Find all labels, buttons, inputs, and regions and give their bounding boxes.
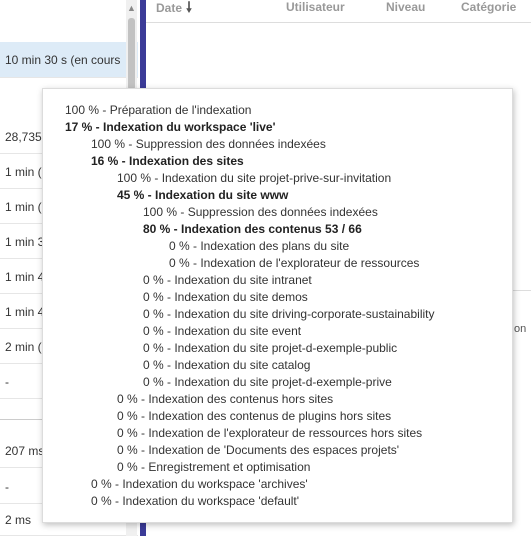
progress-line: 0 % - Indexation du site catalog: [143, 358, 311, 372]
progress-line: 100 % - Suppression des données indexées: [143, 205, 378, 219]
scroll-up-arrow-icon[interactable]: ▲: [127, 3, 136, 13]
progress-line: 0 % - Indexation du site demos: [143, 290, 308, 304]
progress-line: 100 % - Indexation du site projet-prive-…: [117, 171, 392, 185]
progress-line: 45 % - Indexation du site www: [117, 188, 289, 202]
progress-line: 0 % - Indexation du workspace 'archives': [91, 477, 308, 491]
row-divider: [510, 290, 531, 291]
scrollbar-thumb[interactable]: [128, 18, 135, 90]
column-header-niveau[interactable]: Niveau: [386, 0, 426, 14]
progress-line: 0 % - Indexation de 'Documents des espac…: [117, 443, 400, 457]
progress-line: 0 % - Indexation des contenus hors sites: [117, 392, 334, 406]
log-grid-header: Date 🠗 Utilisateur Niveau Catégorie: [146, 0, 531, 23]
duration-cell[interactable]: 10 min 30 s (en cours: [0, 42, 138, 78]
sort-descending-icon[interactable]: 🠗: [186, 0, 193, 15]
progress-line: 0 % - Indexation des contenus de plugins…: [117, 409, 392, 423]
progress-line: 0 % - Indexation du site projet-d-exempl…: [143, 341, 398, 355]
progress-line: 100 % - Préparation de l'indexation: [65, 103, 252, 117]
progress-line: 100 % - Suppression des données indexées: [91, 137, 326, 151]
progress-line: 17 % - Indexation du workspace 'live': [65, 120, 276, 134]
column-header-categorie[interactable]: Catégorie: [461, 0, 517, 14]
progress-line: 0 % - Indexation du site event: [143, 324, 302, 338]
progress-line: 80 % - Indexation des contenus 53 / 66: [143, 222, 362, 236]
progress-line: 0 % - Indexation du site driving-corpora…: [143, 307, 435, 321]
progress-line: 0 % - Indexation des plans du site: [169, 239, 350, 253]
progress-line: 0 % - Indexation du site intranet: [143, 273, 312, 287]
column-header-date[interactable]: Date 🠗: [156, 0, 192, 22]
progress-line: 0 % - Indexation du site projet-d-exempl…: [143, 375, 392, 389]
progress-line: 16 % - Indexation des sites: [91, 154, 244, 168]
cell-text-fragment: on: [514, 323, 527, 335]
column-header-utilisateur[interactable]: Utilisateur: [286, 0, 345, 14]
progress-line: 0 % - Enregistrement et optimisation: [117, 460, 311, 474]
progress-line: 0 % - Indexation du workspace 'default': [91, 494, 300, 508]
progress-line: 0 % - Indexation de l'explorateur de res…: [117, 426, 423, 440]
column-date-label: Date: [156, 1, 183, 15]
indexation-progress-tooltip: 100 % - Préparation de l'indexation 17 % …: [42, 88, 513, 523]
progress-line: 0 % - Indexation de l'explorateur de res…: [169, 256, 420, 270]
